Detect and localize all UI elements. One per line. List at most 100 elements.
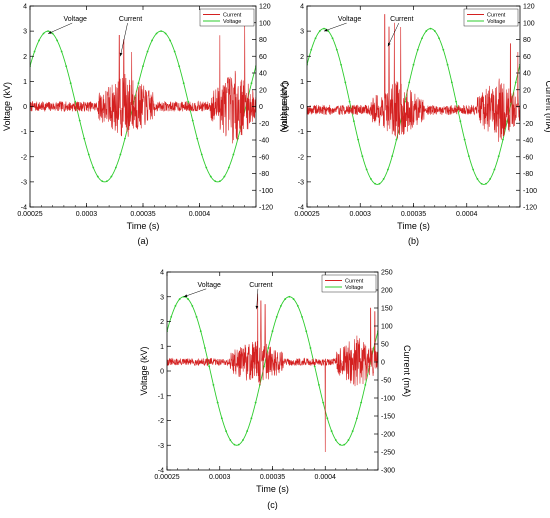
y-tick-label: -4 xyxy=(158,468,164,475)
y-tick-label: 0 xyxy=(160,369,164,376)
y-tick-label: 2 xyxy=(300,54,304,61)
voltage-point xyxy=(493,168,496,171)
voltage-point xyxy=(146,50,149,53)
voltage-point xyxy=(348,100,351,103)
legend-entry: Voltage xyxy=(223,19,241,25)
voltage-point xyxy=(502,138,504,141)
voltage-point xyxy=(33,50,36,53)
voltage-point xyxy=(450,81,453,84)
y-tick-label: 1 xyxy=(160,344,164,351)
annotation-label: Voltage xyxy=(64,16,87,23)
x-tick-label: 0.0004 xyxy=(189,211,211,218)
voltage-point xyxy=(455,100,457,103)
voltage-point xyxy=(327,30,330,32)
legend-entry: Voltage xyxy=(487,19,505,25)
voltage-point xyxy=(169,39,172,42)
voltage-point xyxy=(220,417,223,420)
plot-area xyxy=(307,14,520,185)
x-tick-label: 0.00035 xyxy=(130,211,155,218)
voltage-point xyxy=(467,155,470,158)
y-tick-label: 2 xyxy=(23,54,27,61)
voltage-point xyxy=(472,168,475,171)
annotation-arrowhead xyxy=(48,31,52,34)
y-tick-label: 2 xyxy=(160,319,164,326)
voltage-point xyxy=(218,180,221,183)
voltage-point xyxy=(87,153,90,156)
voltage-point xyxy=(212,384,215,386)
y-tick-label: 0 xyxy=(300,104,304,111)
legend-entry: Current xyxy=(487,13,506,19)
subplot-c: 0.00025 0.0003 0.00035 0.0004 -4 -3 -2 -1 0 1 2 3 4 -… xyxy=(139,270,412,511)
y2-tick-label: -20 xyxy=(523,121,533,128)
voltage-point xyxy=(305,330,308,333)
subplot-caption: (a) xyxy=(138,236,149,246)
voltage-point xyxy=(343,443,346,446)
voltage-point xyxy=(137,82,140,85)
voltage-point xyxy=(318,30,321,32)
y-tick-label: 0 xyxy=(23,104,27,111)
voltage-point xyxy=(174,305,177,307)
voltage-point xyxy=(155,32,158,35)
voltage-point xyxy=(497,155,500,158)
voltage-point xyxy=(56,39,59,42)
y-tick-label: -1 xyxy=(298,129,304,136)
voltage-point xyxy=(223,175,226,178)
y2-tick-label: -100 xyxy=(259,188,273,195)
voltage-point xyxy=(191,305,194,307)
annotation-arrowhead xyxy=(183,294,188,297)
voltage-point xyxy=(110,175,113,178)
x-tick-label: 0.0003 xyxy=(209,474,231,481)
x-tick-label: 0.00035 xyxy=(260,474,285,481)
y2-tick-label: -80 xyxy=(523,171,533,178)
annotation-arrow xyxy=(387,22,400,47)
voltage-point xyxy=(229,439,232,441)
voltage-point xyxy=(364,384,367,386)
plot-area xyxy=(30,22,256,183)
voltage-point xyxy=(254,401,257,404)
voltage-point xyxy=(182,82,185,85)
voltage-point xyxy=(227,166,230,169)
legend-box xyxy=(199,8,255,27)
voltage-point xyxy=(178,65,181,68)
voltage-point xyxy=(170,315,173,318)
voltage-point xyxy=(187,298,190,300)
voltage-point xyxy=(164,32,167,35)
annotation-arrowhead xyxy=(255,305,259,310)
voltage-point xyxy=(151,39,153,42)
y2-tick-label: -250 xyxy=(381,450,395,457)
voltage-point xyxy=(114,166,117,169)
y-tick-label: 4 xyxy=(23,4,27,11)
y2-tick-label: 40 xyxy=(523,71,531,78)
voltage-point xyxy=(347,439,350,441)
x-tick-label: 0.0004 xyxy=(456,211,478,218)
y2-tick-label: -100 xyxy=(381,396,395,403)
annotation-label: Voltage xyxy=(338,16,361,23)
voltage-point xyxy=(309,347,312,349)
voltage-point xyxy=(233,443,236,446)
y-tick-label: -2 xyxy=(21,154,27,161)
x-tick-label: 0.00025 xyxy=(154,474,179,481)
voltage-point xyxy=(318,384,320,386)
y2-tick-label: -200 xyxy=(381,432,395,439)
voltage-point xyxy=(365,168,368,171)
voltage-point xyxy=(284,298,287,300)
x-tick-label: 0.00025 xyxy=(17,211,42,218)
voltage-point xyxy=(314,37,317,40)
y-tick-label: -3 xyxy=(298,179,304,186)
voltage-point xyxy=(288,295,291,298)
y-tick-label: -1 xyxy=(158,393,164,400)
voltage-point xyxy=(209,175,212,178)
voltage-point xyxy=(351,430,354,432)
x-tick-label: 0.0003 xyxy=(350,211,372,218)
voltage-point xyxy=(196,137,199,140)
y2-tick-label: 200 xyxy=(381,288,393,295)
y2-tick-label: 20 xyxy=(523,87,531,94)
legend-box xyxy=(321,274,377,293)
voltage-point xyxy=(42,32,45,35)
voltage-point xyxy=(425,30,428,32)
voltage-point xyxy=(232,153,235,156)
voltage-point xyxy=(204,347,206,349)
y-tick-label: 3 xyxy=(160,294,164,301)
voltage-point xyxy=(326,417,329,420)
